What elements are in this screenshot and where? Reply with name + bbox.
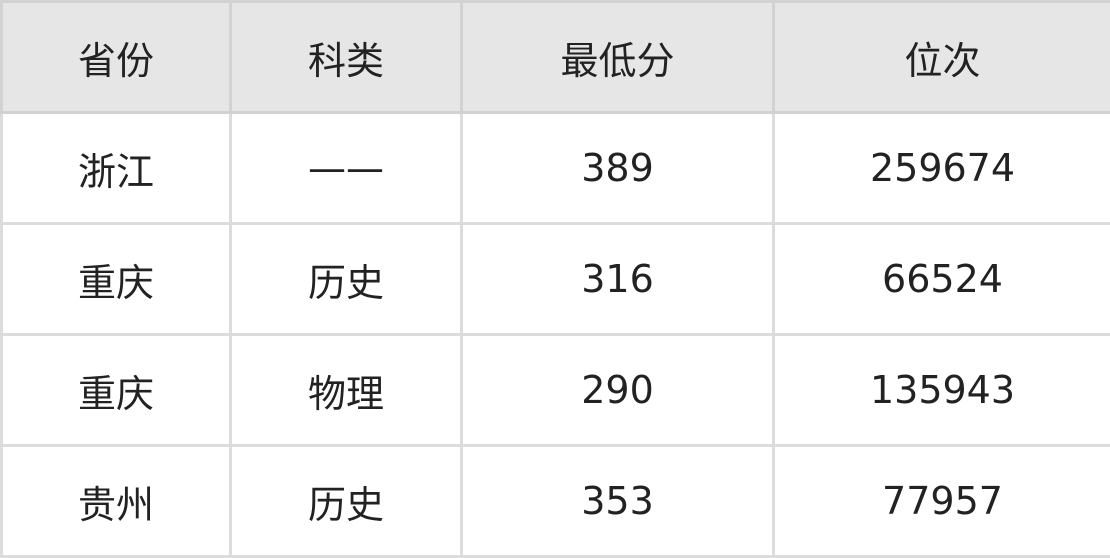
cell-min-score: 389 (460, 111, 775, 225)
cell-province: 重庆 (0, 222, 232, 336)
cell-province: 贵州 (0, 444, 232, 558)
table-row: 重庆 物理 290 135943 (0, 333, 1110, 447)
cell-min-score: 353 (460, 444, 775, 558)
table-header-row: 省份 科类 最低分 位次 (0, 0, 1110, 114)
table-row: 贵州 历史 353 77957 (0, 444, 1110, 558)
header-province: 省份 (0, 0, 232, 114)
header-min-score: 最低分 (460, 0, 775, 114)
cell-min-score: 316 (460, 222, 775, 336)
cell-subject: 历史 (229, 222, 463, 336)
cell-subject: 物理 (229, 333, 463, 447)
cell-rank: 66524 (772, 222, 1110, 336)
cell-min-score: 290 (460, 333, 775, 447)
header-rank: 位次 (772, 0, 1110, 114)
cell-subject: 历史 (229, 444, 463, 558)
cell-province: 浙江 (0, 111, 232, 225)
header-subject: 科类 (229, 0, 463, 114)
cell-province: 重庆 (0, 333, 232, 447)
table-row: 浙江 —— 389 259674 (0, 111, 1110, 225)
cell-subject: —— (229, 111, 463, 225)
cell-rank: 259674 (772, 111, 1110, 225)
cell-rank: 135943 (772, 333, 1110, 447)
cell-rank: 77957 (772, 444, 1110, 558)
table-row: 重庆 历史 316 66524 (0, 222, 1110, 336)
